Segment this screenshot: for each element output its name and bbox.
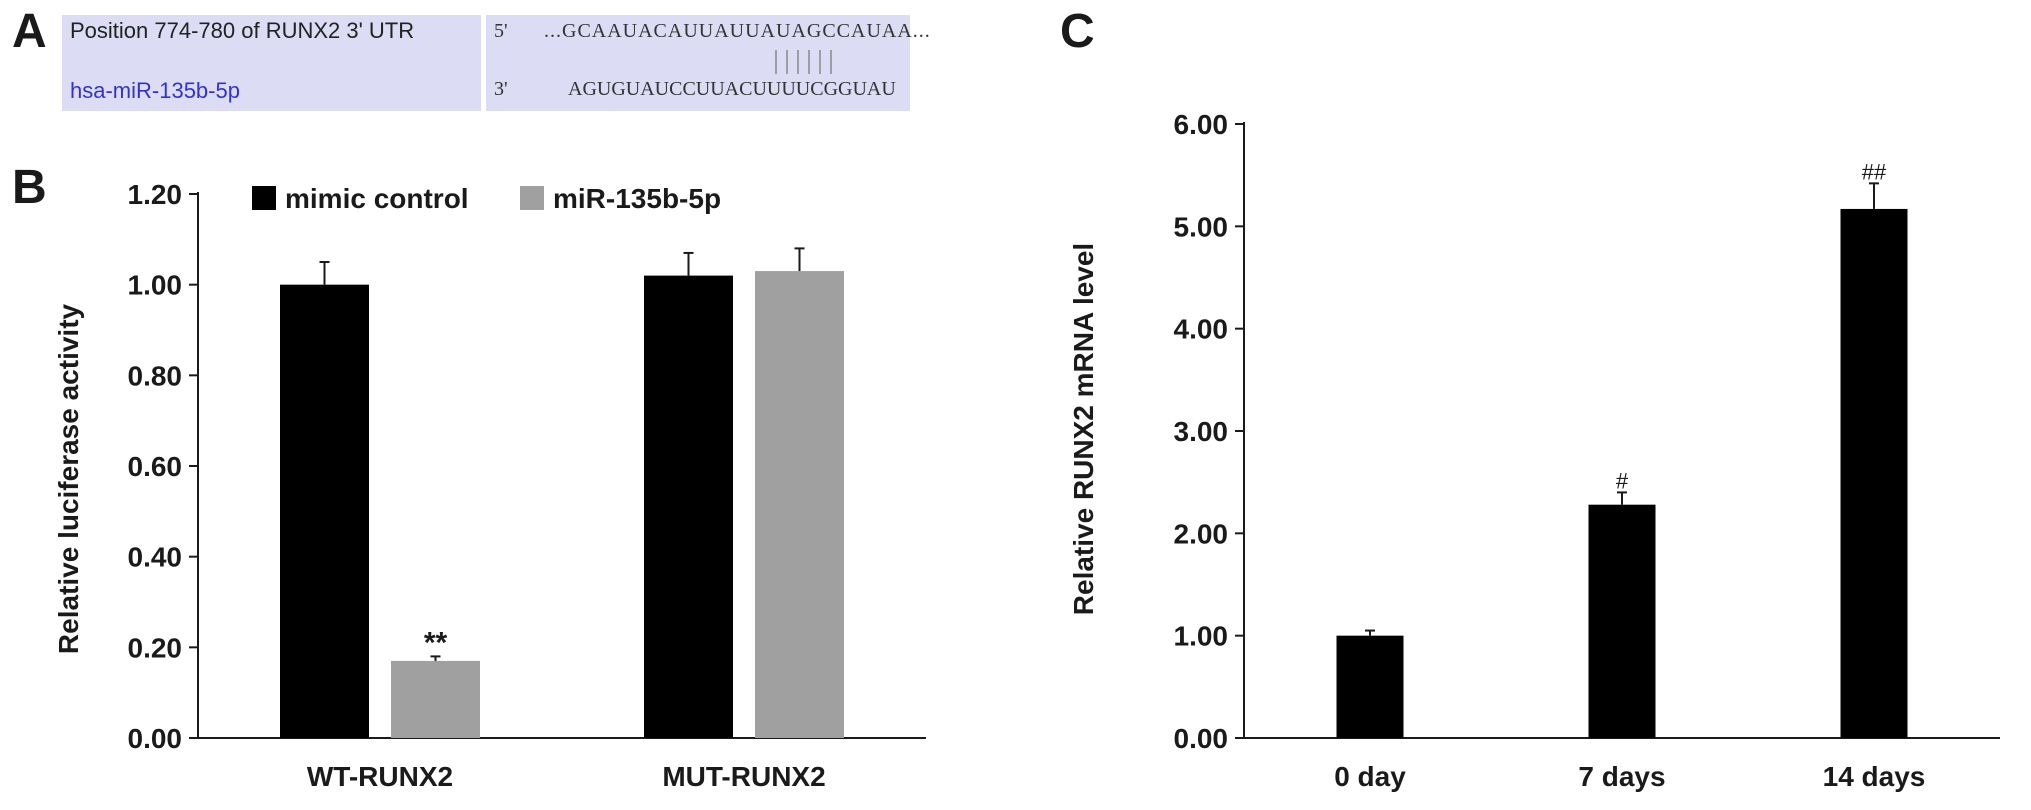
mirna-name-label: hsa-miR-135b-5p	[70, 78, 240, 103]
y-tick-label: 2.00	[1174, 518, 1229, 549]
y-tick-label: 1.00	[1174, 621, 1229, 652]
bar	[391, 660, 480, 738]
significance-marker: ##	[1862, 159, 1887, 184]
legend-label-mimic-control: mimic control	[285, 183, 469, 214]
bar	[280, 284, 369, 738]
y-tick-label: 0.60	[128, 451, 183, 482]
panel-label-c: C	[1060, 5, 1095, 58]
legend-swatch-mimic-control	[252, 186, 276, 210]
x-tick-label: MUT-RUNX2	[662, 761, 825, 792]
chart-b-ylabel: Relative luciferase activity	[53, 303, 84, 654]
bar	[1588, 504, 1656, 738]
mirna-sequence: AGUGUAUCCUUACUUUUCGGUAU	[568, 78, 896, 100]
utr-position-label: Position 774-780 of RUNX2 3' UTR	[70, 18, 415, 43]
y-tick-label: 0.40	[128, 542, 183, 573]
sequence-label-box	[62, 15, 481, 111]
y-tick-label: 4.00	[1174, 314, 1229, 345]
chart-b-legend: mimic control miR-135b-5p	[252, 183, 721, 214]
y-tick-label: 0.00	[1174, 723, 1229, 754]
chart-c-ylabel: Relative RUNX2 mRNA level	[1068, 243, 1099, 615]
five-prime-marker: 5'	[494, 20, 508, 42]
significance-marker: **	[424, 626, 448, 659]
sequence-alignment-box	[486, 15, 910, 111]
y-tick-label: 1.00	[128, 270, 183, 301]
y-tick-label: 6.00	[1174, 109, 1229, 140]
x-tick-label: WT-RUNX2	[307, 761, 453, 792]
y-tick-label: 0.20	[128, 632, 183, 663]
panel-label-a: A	[12, 5, 47, 58]
y-tick-label: 1.20	[128, 179, 183, 210]
y-tick-label: 3.00	[1174, 416, 1229, 447]
x-tick-label: 14 days	[1823, 761, 1926, 792]
utr-sequence: ...GCAAUACAUUAUUAUAGCCAUAA...	[544, 20, 931, 42]
significance-marker: #	[1616, 468, 1629, 493]
y-tick-label: 0.00	[128, 723, 183, 754]
three-prime-marker: 3'	[494, 78, 508, 100]
y-tick-label: 5.00	[1174, 211, 1229, 242]
legend-swatch-mir-135b	[520, 186, 544, 210]
panel-label-b: B	[12, 161, 47, 214]
legend-label-mir-135b: miR-135b-5p	[553, 183, 721, 214]
bar	[755, 271, 844, 738]
x-tick-label: 7 days	[1578, 761, 1665, 792]
x-tick-label: 0 day	[1334, 761, 1406, 792]
bar	[1336, 635, 1404, 738]
bar	[644, 275, 733, 738]
bar	[1840, 208, 1908, 739]
y-tick-label: 0.80	[128, 360, 183, 391]
